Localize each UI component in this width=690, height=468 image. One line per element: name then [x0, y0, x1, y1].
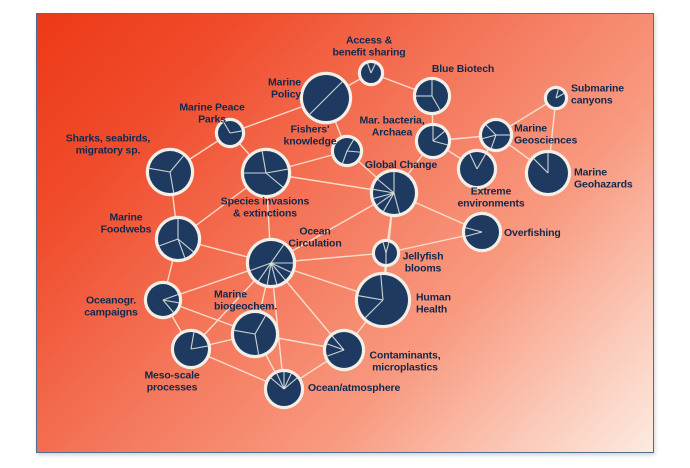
pie-slice-line — [358, 295, 384, 301]
node-mar-bacteria — [414, 122, 452, 160]
node-marine-policy — [299, 71, 353, 125]
pie-slice-line — [385, 242, 390, 254]
pie-slice-line — [270, 262, 286, 281]
pie-slice-line — [261, 151, 267, 174]
node-marine-geosciences — [478, 117, 514, 153]
pie-slice-line — [482, 134, 497, 140]
pie-slice-line — [469, 153, 478, 170]
pie-slice-line — [229, 130, 242, 134]
pie-slice-line — [380, 275, 384, 301]
pie-slice-line — [276, 373, 285, 390]
node-human-health — [354, 271, 412, 329]
pie-slice-line — [254, 315, 266, 335]
pie-slice-line — [431, 95, 441, 111]
pie-slice-line — [485, 124, 497, 136]
node-jellyfish-blooms — [371, 238, 401, 268]
pie-slice-line — [169, 171, 175, 193]
pie-slice-line — [270, 262, 278, 285]
pie-slice-line — [376, 192, 395, 206]
pie-slice-line — [325, 81, 343, 99]
pie-slice-line — [432, 140, 448, 146]
pie-slice-line — [555, 89, 559, 99]
pie-slice-line — [159, 238, 179, 247]
pie-slice-line — [177, 238, 194, 253]
node-overfishing — [461, 211, 503, 253]
node-marine-geohazards — [524, 149, 572, 197]
pie-slice-line — [383, 192, 395, 212]
pie-slice-line — [432, 130, 445, 142]
pie-slice-line — [162, 294, 179, 301]
pie-slice-line — [283, 377, 298, 390]
node-access-benefit — [357, 59, 385, 87]
pie-slice-line — [377, 179, 395, 194]
pie-slice-line — [309, 97, 327, 115]
pie-slice-line — [223, 122, 231, 134]
node-sharks-seabirds — [145, 147, 195, 197]
pie-slice-line — [162, 299, 174, 313]
pie-slice-line — [254, 333, 260, 355]
pie-slice-line — [332, 335, 345, 351]
pie-slice-line — [190, 345, 208, 350]
pie-slice-line — [250, 262, 272, 272]
pie-slice-line — [342, 150, 348, 164]
pie-slice-line — [283, 373, 292, 390]
pie-slice-line — [326, 349, 345, 357]
pie-slice-line — [490, 134, 497, 149]
pie-slice-line — [393, 192, 400, 214]
pie-slice-line — [265, 168, 288, 174]
network-graph — [143, 59, 572, 410]
pie-slice-line — [270, 244, 285, 264]
node-ocean-circulation — [245, 237, 297, 289]
node-blue-biotech — [412, 76, 452, 116]
pie-slice-line — [364, 299, 384, 319]
network-figure: Access & benefit sharing Marine Policy Blue … — [36, 13, 654, 453]
pie-slice-line — [370, 63, 376, 74]
pie-slice-line — [382, 242, 387, 254]
node-extreme-environments — [456, 148, 498, 190]
pie-slice-line — [346, 139, 354, 152]
node-submarine-canyons — [543, 85, 569, 111]
pie-slice-line — [533, 158, 549, 174]
node-marine-biogeochem — [230, 309, 280, 359]
pie-slice-line — [373, 192, 395, 199]
node-marine-foodwebs — [154, 215, 202, 263]
pie-slice-line — [555, 93, 565, 99]
node-ocean-atmosphere — [263, 368, 305, 410]
pie-slice-line — [190, 332, 195, 350]
pie-slice-line — [326, 343, 345, 351]
pie-slice-line — [465, 231, 483, 237]
pie-slice-line — [257, 262, 272, 282]
node-marine-peace-parks — [214, 117, 246, 149]
pie-slice-line — [270, 377, 285, 390]
pie-slice-line — [373, 188, 395, 194]
node-global-change — [369, 168, 419, 218]
node-fishers-knowledge — [330, 134, 364, 168]
node-oceanogr-campaigns — [143, 280, 183, 320]
pie-slice-line — [367, 63, 372, 74]
pie-slice-line — [162, 299, 179, 304]
pie-slice-line — [265, 172, 284, 188]
pie-slice-line — [177, 238, 186, 258]
pie-slice-line — [266, 262, 272, 285]
pie-slice-line — [465, 227, 483, 233]
pie-slice-line — [149, 167, 171, 173]
pie-slice-line — [346, 150, 360, 153]
node-species-invasions — [240, 147, 292, 199]
pie-slice-line — [476, 154, 486, 170]
pie-slice-line — [270, 262, 292, 273]
node-meso-scale-processes — [170, 328, 212, 370]
pie-slice-line — [234, 329, 256, 335]
node-contaminants-microplastics — [322, 328, 366, 372]
pie-slice-line — [169, 155, 184, 173]
